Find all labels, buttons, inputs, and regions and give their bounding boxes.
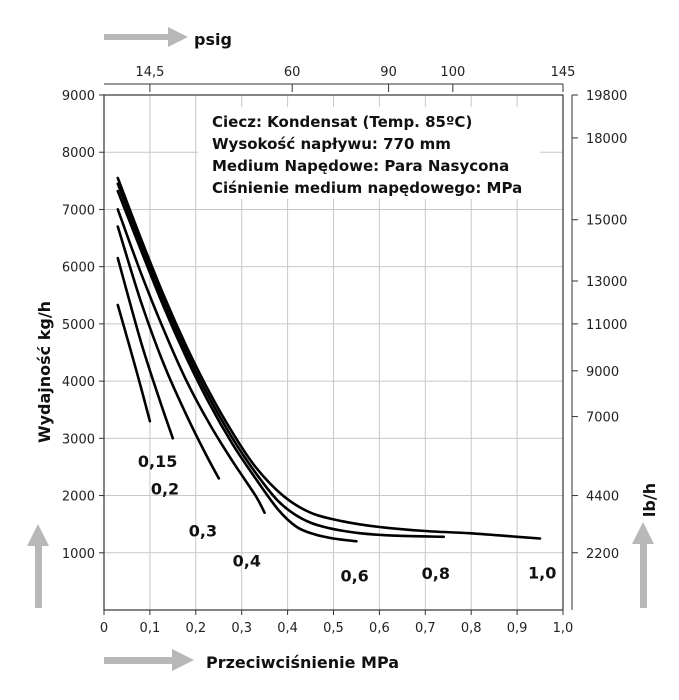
x-axis-title: Przeciwciśnienie MPa bbox=[206, 653, 399, 672]
y-tick-label: 8000 bbox=[62, 146, 95, 161]
curve-0-15 bbox=[116, 303, 152, 423]
right-axis-tick-label: 7000 bbox=[586, 411, 619, 426]
right-axis-arrow bbox=[632, 522, 654, 608]
curve-label-0-6: 0,6 bbox=[340, 566, 368, 585]
ticks: 0 0,1 0,2 0,3 0,4 0,5 0,6 0,7 0,8 0,9 1,0 9000 8000 7… bbox=[62, 65, 627, 636]
info-line-2: Wysokość napływu: 770 mm bbox=[212, 135, 451, 153]
y-tick-label: 9000 bbox=[62, 89, 95, 104]
x-tick-label: 0 bbox=[100, 621, 108, 636]
curves: 0,15 0,2 0,3 0,4 0,6 0,8 1,0 bbox=[116, 176, 556, 585]
y-axis-arrow bbox=[27, 524, 49, 608]
curve-label-0-4: 0,4 bbox=[233, 552, 261, 571]
right-axis-tick-label: 18000 bbox=[586, 132, 627, 147]
top-axis-arrow bbox=[104, 27, 188, 47]
right-axis-tick-label: 9000 bbox=[586, 365, 619, 380]
right-axis-tick-label: 13000 bbox=[586, 275, 627, 290]
y-tick-label: 7000 bbox=[62, 203, 95, 218]
x-tick-label: 1,0 bbox=[553, 621, 574, 636]
right-axis-tick-label: 11000 bbox=[586, 318, 627, 333]
x-tick-label: 0,1 bbox=[140, 621, 161, 636]
x-tick-label: 0,8 bbox=[461, 621, 482, 636]
curve-0-8 bbox=[116, 182, 445, 539]
top-axis-tick-label: 100 bbox=[440, 65, 465, 80]
x-tick-label: 0,2 bbox=[185, 621, 206, 636]
info-line-1: Ciecz: Kondensat (Temp. 85ºC) bbox=[212, 113, 472, 131]
x-tick-label: 0,6 bbox=[369, 621, 390, 636]
x-tick-label: 0,3 bbox=[231, 621, 252, 636]
y-axis-title: Wydajność kg/h bbox=[35, 301, 54, 443]
right-axis-title: lb/h bbox=[640, 483, 659, 517]
curve-label-0-3: 0,3 bbox=[189, 521, 217, 540]
curve-label-0-2: 0,2 bbox=[151, 479, 179, 498]
x-tick-label: 0,5 bbox=[323, 621, 344, 636]
curve-label-0-15: 0,15 bbox=[138, 452, 177, 471]
info-line-3: Medium Napędowe: Para Nasycona bbox=[212, 157, 509, 175]
top-axis-tick-label: 90 bbox=[380, 65, 397, 80]
top-axis-tick-label: 14,5 bbox=[135, 65, 164, 80]
info-box: Ciecz: Kondensat (Temp. 85ºC) Wysokość n… bbox=[198, 107, 540, 199]
y-tick-label: 1000 bbox=[62, 547, 95, 562]
right-axis-tick-label: 4400 bbox=[586, 490, 619, 505]
info-line-4: Ciśnienie medium napędowego: MPa bbox=[212, 179, 522, 197]
y-tick-label: 2000 bbox=[62, 490, 95, 505]
top-axis-tick-label: 60 bbox=[284, 65, 301, 80]
x-tick-label: 0,7 bbox=[415, 621, 436, 636]
x-axis-arrow bbox=[104, 649, 194, 671]
curve-0-6 bbox=[116, 189, 358, 543]
curve-label-0-8: 0,8 bbox=[422, 564, 450, 583]
x-tick-label: 0,9 bbox=[507, 621, 528, 636]
right-axis-tick-label: 19800 bbox=[586, 89, 627, 104]
curve-label-1-0: 1,0 bbox=[528, 563, 556, 582]
top-axis-title: psig bbox=[194, 30, 232, 49]
x-tick-label: 0,4 bbox=[277, 621, 298, 636]
y-tick-label: 6000 bbox=[62, 261, 95, 276]
curve-0-2 bbox=[116, 256, 175, 440]
right-axis-tick-label: 15000 bbox=[586, 214, 627, 229]
right-axis-tick-label: 2200 bbox=[586, 547, 619, 562]
curve-0-3 bbox=[116, 225, 221, 480]
y-tick-label: 4000 bbox=[62, 375, 95, 390]
y-tick-label: 3000 bbox=[62, 432, 95, 447]
y-tick-label: 5000 bbox=[62, 318, 95, 333]
curve-0-4 bbox=[116, 208, 266, 514]
curve-1-0 bbox=[116, 176, 542, 540]
top-axis-tick-label: 145 bbox=[551, 65, 576, 80]
